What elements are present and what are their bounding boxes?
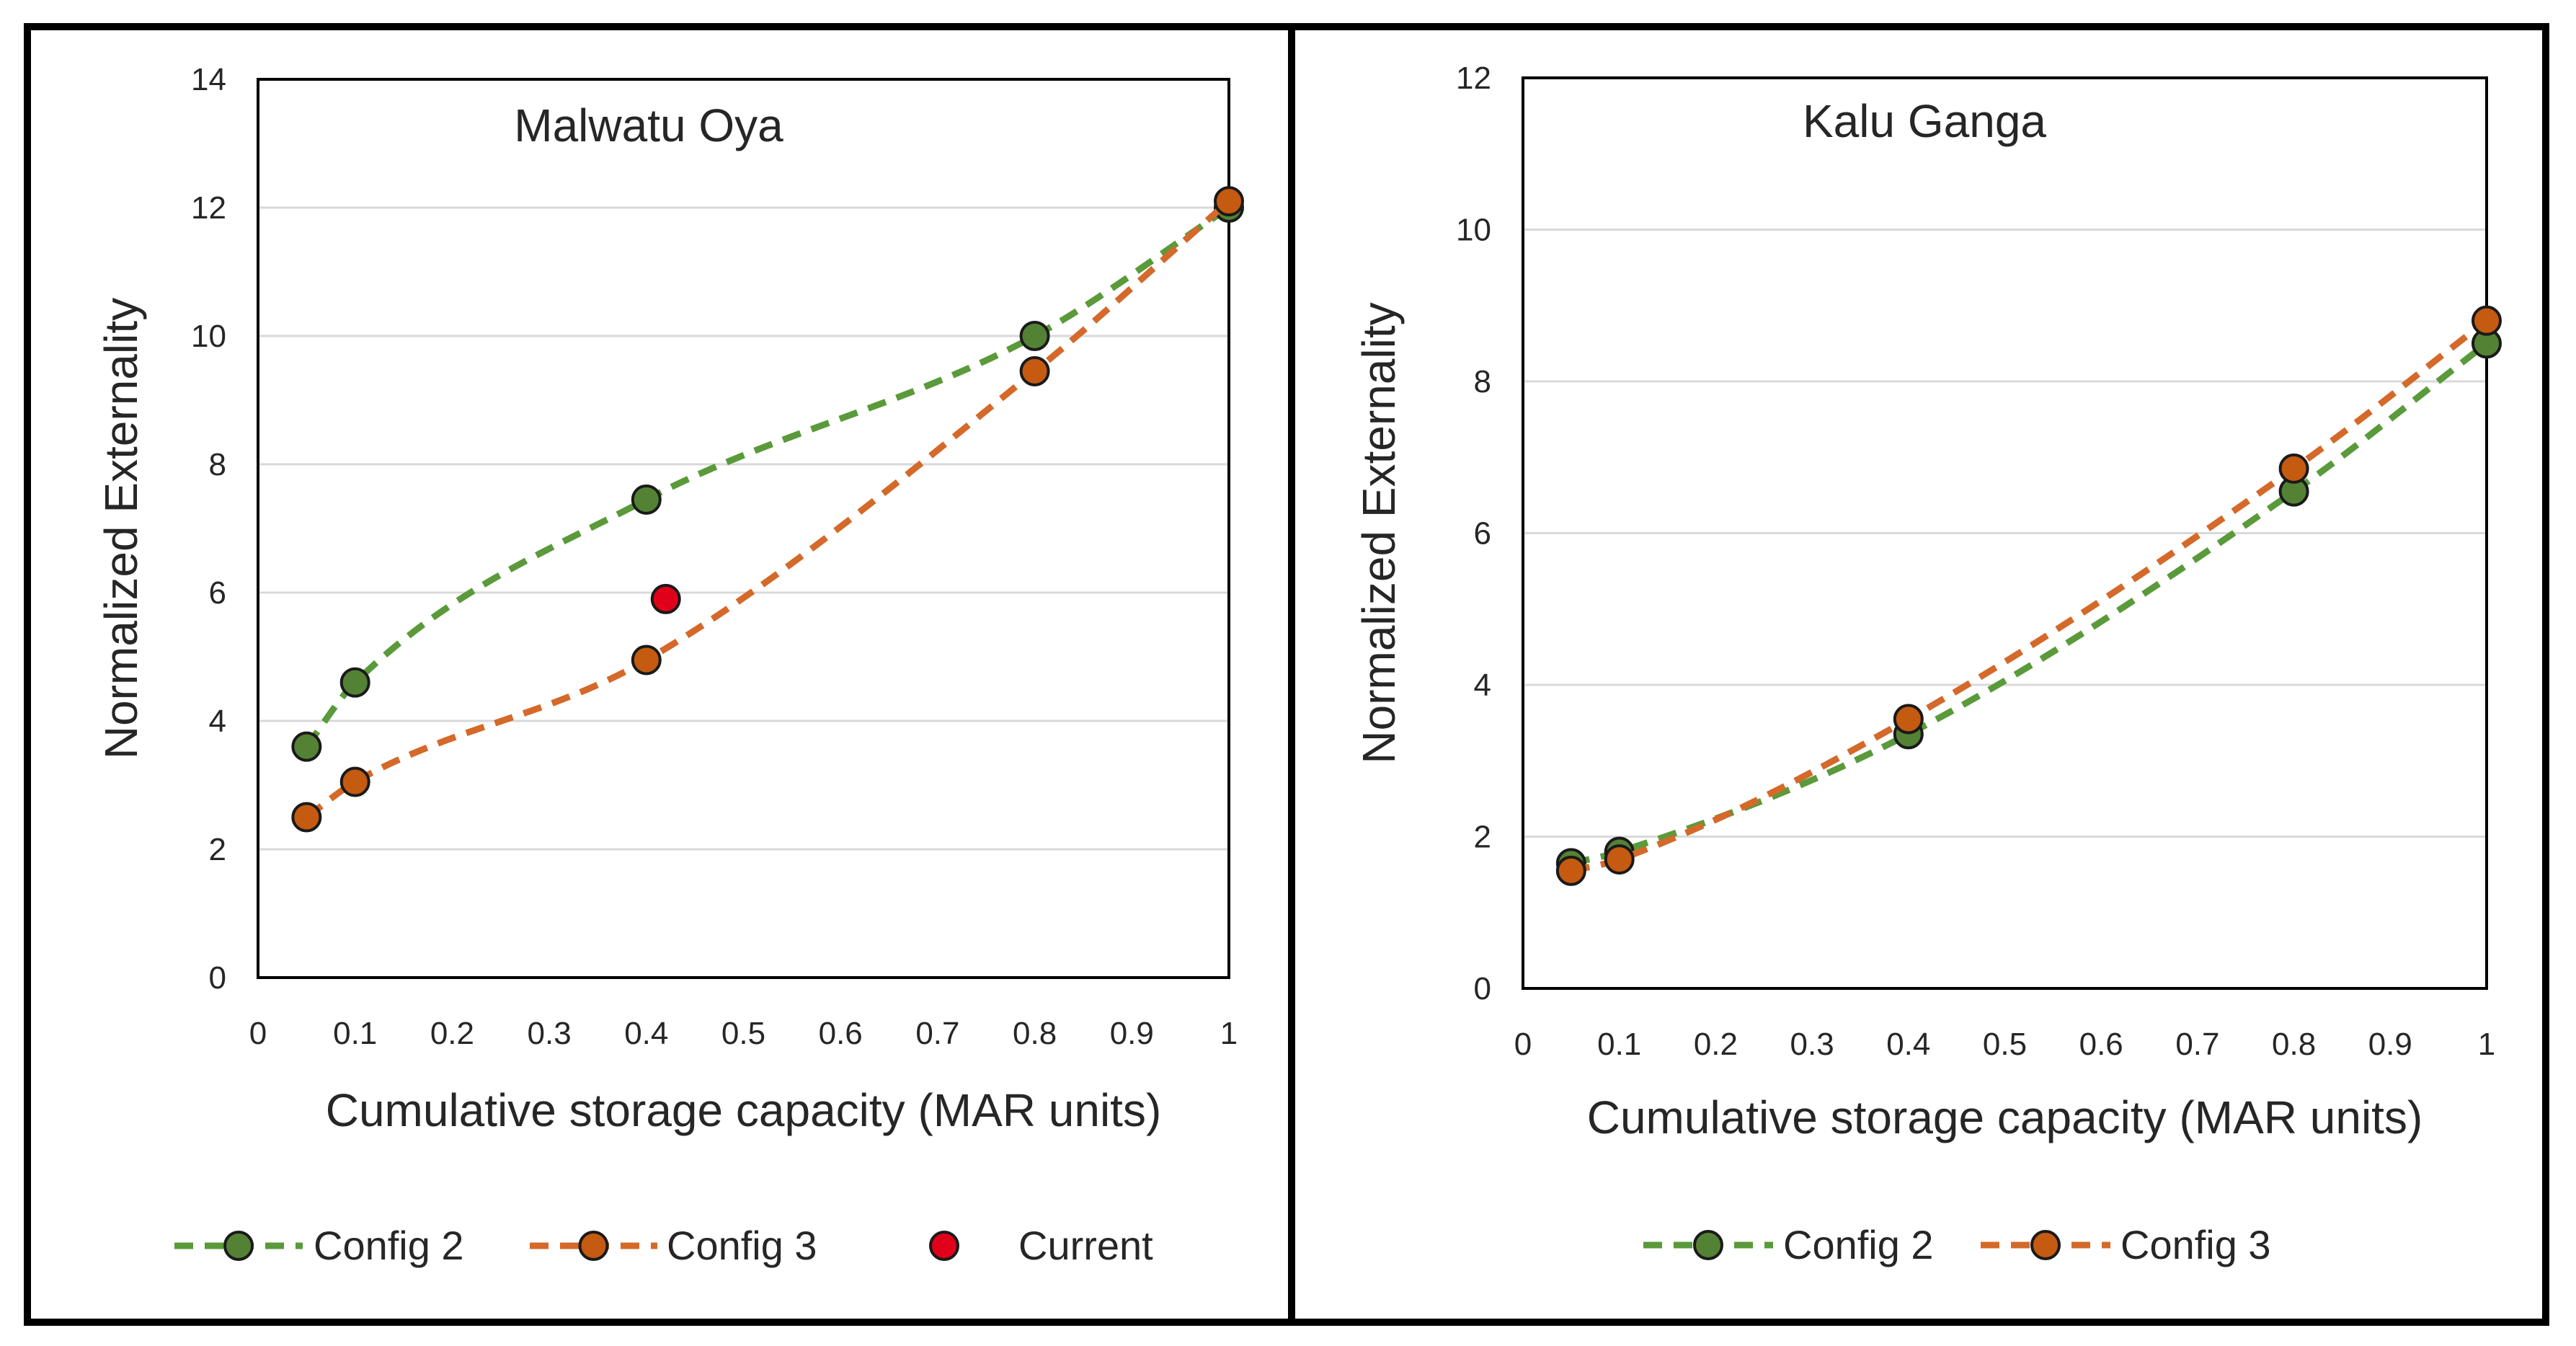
legend-marker: [223, 1231, 254, 1261]
chart-title: Malwatu Oya: [514, 99, 783, 151]
x-tick-label: 0.5: [1983, 1027, 2027, 1062]
data-point: [1893, 704, 1924, 735]
x-tick-label: 0.9: [1110, 1016, 1154, 1051]
data-point: [1604, 844, 1635, 875]
data-point: [650, 583, 681, 614]
data-point: [1019, 355, 1050, 386]
legend-item-current: Current: [929, 1223, 1153, 1268]
legend-label: Config 2: [1783, 1222, 1934, 1267]
y-tick-label: 2: [209, 832, 226, 867]
x-tick-label: 0.6: [2079, 1027, 2123, 1062]
series-config-3: [291, 186, 1244, 833]
x-axis-title: Cumulative storage capacity (MAR units): [1587, 1092, 2423, 1143]
legend-label: Current: [1018, 1223, 1153, 1268]
data-point: [291, 802, 322, 833]
data-point: [291, 731, 322, 762]
series-config-3: [1555, 305, 2502, 886]
data-point: [631, 484, 662, 515]
data-point: [339, 766, 370, 797]
x-tick-label: 0.7: [2175, 1027, 2219, 1062]
y-tick-label: 14: [191, 62, 226, 97]
y-tick-label: 0: [1474, 971, 1491, 1006]
legend-marker: [1693, 1230, 1723, 1260]
x-tick-label: 0.2: [1694, 1027, 1738, 1062]
y-tick-label: 12: [191, 190, 226, 226]
legend-item-config-3: Config 3: [530, 1223, 817, 1268]
y-axis-title: Normalized Externality: [95, 298, 147, 759]
plot-area-border: [1522, 76, 2488, 990]
x-tick-label: 0.3: [1790, 1027, 1834, 1062]
chart-panel-kalu-ganga: 0 2 4 6 8 10 12 0 0.1 0.2 0.3 0.4 0.5 0.6 0.7 0.8 0.9 1 Ka…: [1353, 61, 2502, 1267]
data-point: [1214, 186, 1244, 217]
y-tick-label: 10: [191, 319, 226, 354]
y-tick-label: 10: [1456, 213, 1491, 248]
plot-area-border: [257, 78, 1230, 979]
chart-title: Kalu Ganga: [1803, 95, 2046, 147]
y-tick-label: 12: [1456, 61, 1491, 96]
legend-label: Config 3: [2120, 1222, 2271, 1267]
y-tick-label: 4: [209, 704, 226, 739]
data-point: [339, 667, 370, 698]
x-tick-label: 0.7: [915, 1016, 959, 1051]
legend-item-config-2: Config 2: [1643, 1222, 1934, 1267]
y-tick-label: 2: [1474, 820, 1491, 855]
data-point: [1555, 855, 1586, 886]
y-tick-label: 0: [209, 960, 226, 996]
x-tick-label: 0.1: [1597, 1027, 1641, 1062]
x-tick-label: 0.3: [528, 1016, 572, 1051]
legend: Config 2 Config 3: [1643, 1222, 2271, 1267]
x-tick-label: 0.9: [2368, 1027, 2412, 1062]
y-tick-label: 6: [209, 575, 226, 611]
x-tick-label: 0: [249, 1016, 267, 1051]
x-tick-label: 0.1: [333, 1016, 377, 1051]
legend-item-config-2: Config 2: [174, 1223, 464, 1268]
legend-marker: [578, 1231, 609, 1261]
chart-panel-malwatu-oya: 0 2 4 6 8 10 12 14 0 0.1 0.2 0.3 0.4 0.5 0.6 0.7 0.8 0.9 1…: [95, 62, 1244, 1268]
data-point: [631, 645, 662, 676]
x-tick-label: 0: [1514, 1027, 1532, 1062]
legend-marker: [2030, 1230, 2061, 1260]
data-point: [1019, 321, 1050, 351]
series-line: [1570, 340, 2489, 867]
y-tick-label: 8: [1474, 364, 1491, 399]
y-tick-label: 6: [1474, 516, 1491, 552]
legend-marker: [929, 1231, 959, 1261]
x-tick-label: 1: [1220, 1016, 1238, 1051]
y-tick-label: 4: [1474, 668, 1491, 703]
series-line: [303, 205, 1231, 749]
series-line: [1570, 318, 2489, 875]
data-point: [2471, 305, 2502, 336]
x-tick-label: 0.8: [2272, 1027, 2316, 1062]
legend-label: Config 3: [667, 1223, 817, 1268]
x-tick-label: 0.8: [1013, 1016, 1057, 1051]
series-line: [304, 198, 1231, 820]
x-tick-label: 0.5: [721, 1016, 765, 1051]
x-axis-title: Cumulative storage capacity (MAR units): [326, 1084, 1162, 1136]
x-tick-label: 1: [2478, 1027, 2495, 1062]
data-point: [2278, 453, 2309, 484]
x-tick-label: 0.2: [430, 1016, 474, 1051]
x-tick-label: 0.4: [1886, 1027, 1930, 1062]
y-tick-label: 8: [209, 447, 226, 482]
legend-item-config-3: Config 3: [1981, 1222, 2271, 1267]
y-axis-title: Normalized Externality: [1353, 302, 1405, 763]
legend: Config 2 Config 3 Current: [174, 1223, 1153, 1268]
x-tick-label: 0.4: [624, 1016, 668, 1051]
series-current: [650, 583, 681, 614]
legend-label: Config 2: [314, 1223, 464, 1268]
x-tick-label: 0.6: [819, 1016, 863, 1051]
